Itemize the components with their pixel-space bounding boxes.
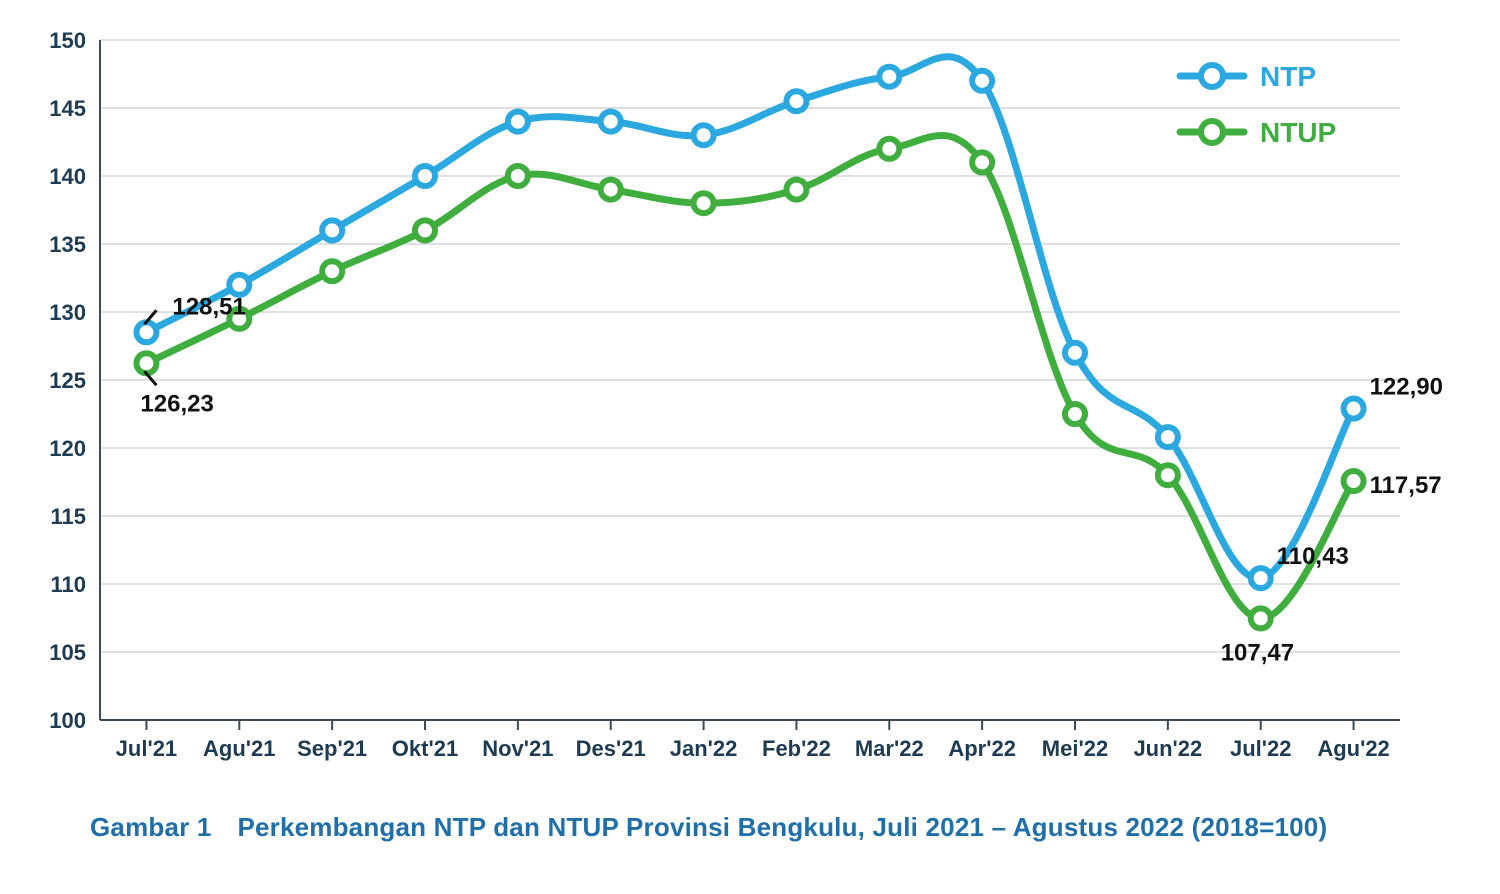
marker-ntp — [601, 112, 621, 132]
marker-ntp — [136, 322, 156, 342]
svg-text:135: 135 — [49, 232, 86, 257]
marker-ntp — [786, 91, 806, 111]
marker-ntup — [508, 166, 528, 186]
marker-ntup — [1065, 404, 1085, 424]
svg-text:120: 120 — [49, 436, 86, 461]
marker-ntp — [322, 220, 342, 240]
svg-text:Mei'22: Mei'22 — [1042, 736, 1108, 761]
marker-ntp — [229, 275, 249, 295]
marker-ntp — [415, 166, 435, 186]
data-label: 117,57 — [1370, 472, 1442, 499]
svg-text:100: 100 — [49, 708, 86, 733]
figure-caption: Gambar 1 Perkembangan NTP dan NTUP Provi… — [90, 810, 1410, 845]
svg-text:125: 125 — [49, 368, 86, 393]
chart-container: 100 105 110 115 120 125 130 135 140 145 150 Jul'21 A… — [0, 0, 1500, 894]
legend-item-ntup: NTUP — [1260, 117, 1336, 148]
svg-text:115: 115 — [51, 504, 87, 529]
svg-text:130: 130 — [49, 300, 86, 325]
marker-ntp — [1065, 343, 1085, 363]
svg-text:150: 150 — [49, 28, 86, 53]
data-label: 126,23 — [140, 390, 213, 417]
marker-ntup — [1158, 465, 1178, 485]
marker-ntp — [1344, 399, 1364, 419]
svg-text:145: 145 — [49, 96, 86, 121]
marker-ntup — [972, 152, 992, 172]
marker-ntup — [322, 261, 342, 281]
marker-ntp — [694, 125, 714, 145]
marker-ntup — [1344, 471, 1364, 491]
marker-ntup — [879, 139, 899, 159]
data-label: 128,51 — [172, 293, 245, 320]
marker-ntp — [1251, 568, 1271, 588]
legend-item-ntp: NTP — [1260, 61, 1316, 92]
svg-text:110: 110 — [51, 572, 87, 597]
marker-ntup — [786, 180, 806, 200]
svg-text:Agu'21: Agu'21 — [203, 736, 275, 761]
svg-text:Okt'21: Okt'21 — [392, 736, 458, 761]
svg-text:Des'21: Des'21 — [576, 736, 646, 761]
marker-ntup — [1251, 608, 1271, 628]
svg-text:105: 105 — [49, 640, 86, 665]
line-chart: 100 105 110 115 120 125 130 135 140 145 150 Jul'21 A… — [0, 0, 1500, 780]
marker-ntp — [972, 71, 992, 91]
svg-text:140: 140 — [49, 164, 86, 189]
marker-ntup — [601, 180, 621, 200]
svg-text:Jul'22: Jul'22 — [1230, 736, 1292, 761]
svg-text:Sep'21: Sep'21 — [297, 736, 367, 761]
marker-ntp — [508, 112, 528, 132]
data-label: 107,47 — [1221, 639, 1294, 666]
svg-text:Agu'22: Agu'22 — [1317, 736, 1389, 761]
marker-ntp — [1158, 427, 1178, 447]
marker-ntup — [136, 353, 156, 373]
svg-text:Mar'22: Mar'22 — [855, 736, 924, 761]
svg-text:Apr'22: Apr'22 — [948, 736, 1016, 761]
marker-ntup — [694, 193, 714, 213]
svg-text:Nov'21: Nov'21 — [482, 736, 553, 761]
marker-ntup — [415, 220, 435, 240]
marker-ntp — [879, 67, 899, 87]
svg-text:Jul'21: Jul'21 — [116, 736, 178, 761]
caption-number: Gambar 1 — [90, 810, 230, 845]
svg-text:Jan'22: Jan'22 — [670, 736, 738, 761]
data-label: 122,90 — [1370, 374, 1443, 401]
svg-text:Feb'22: Feb'22 — [762, 736, 831, 761]
data-label: 110,43 — [1277, 543, 1349, 570]
svg-text:Jun'22: Jun'22 — [1133, 736, 1202, 761]
caption-text: Perkembangan NTP dan NTUP Provinsi Bengk… — [237, 810, 1397, 845]
